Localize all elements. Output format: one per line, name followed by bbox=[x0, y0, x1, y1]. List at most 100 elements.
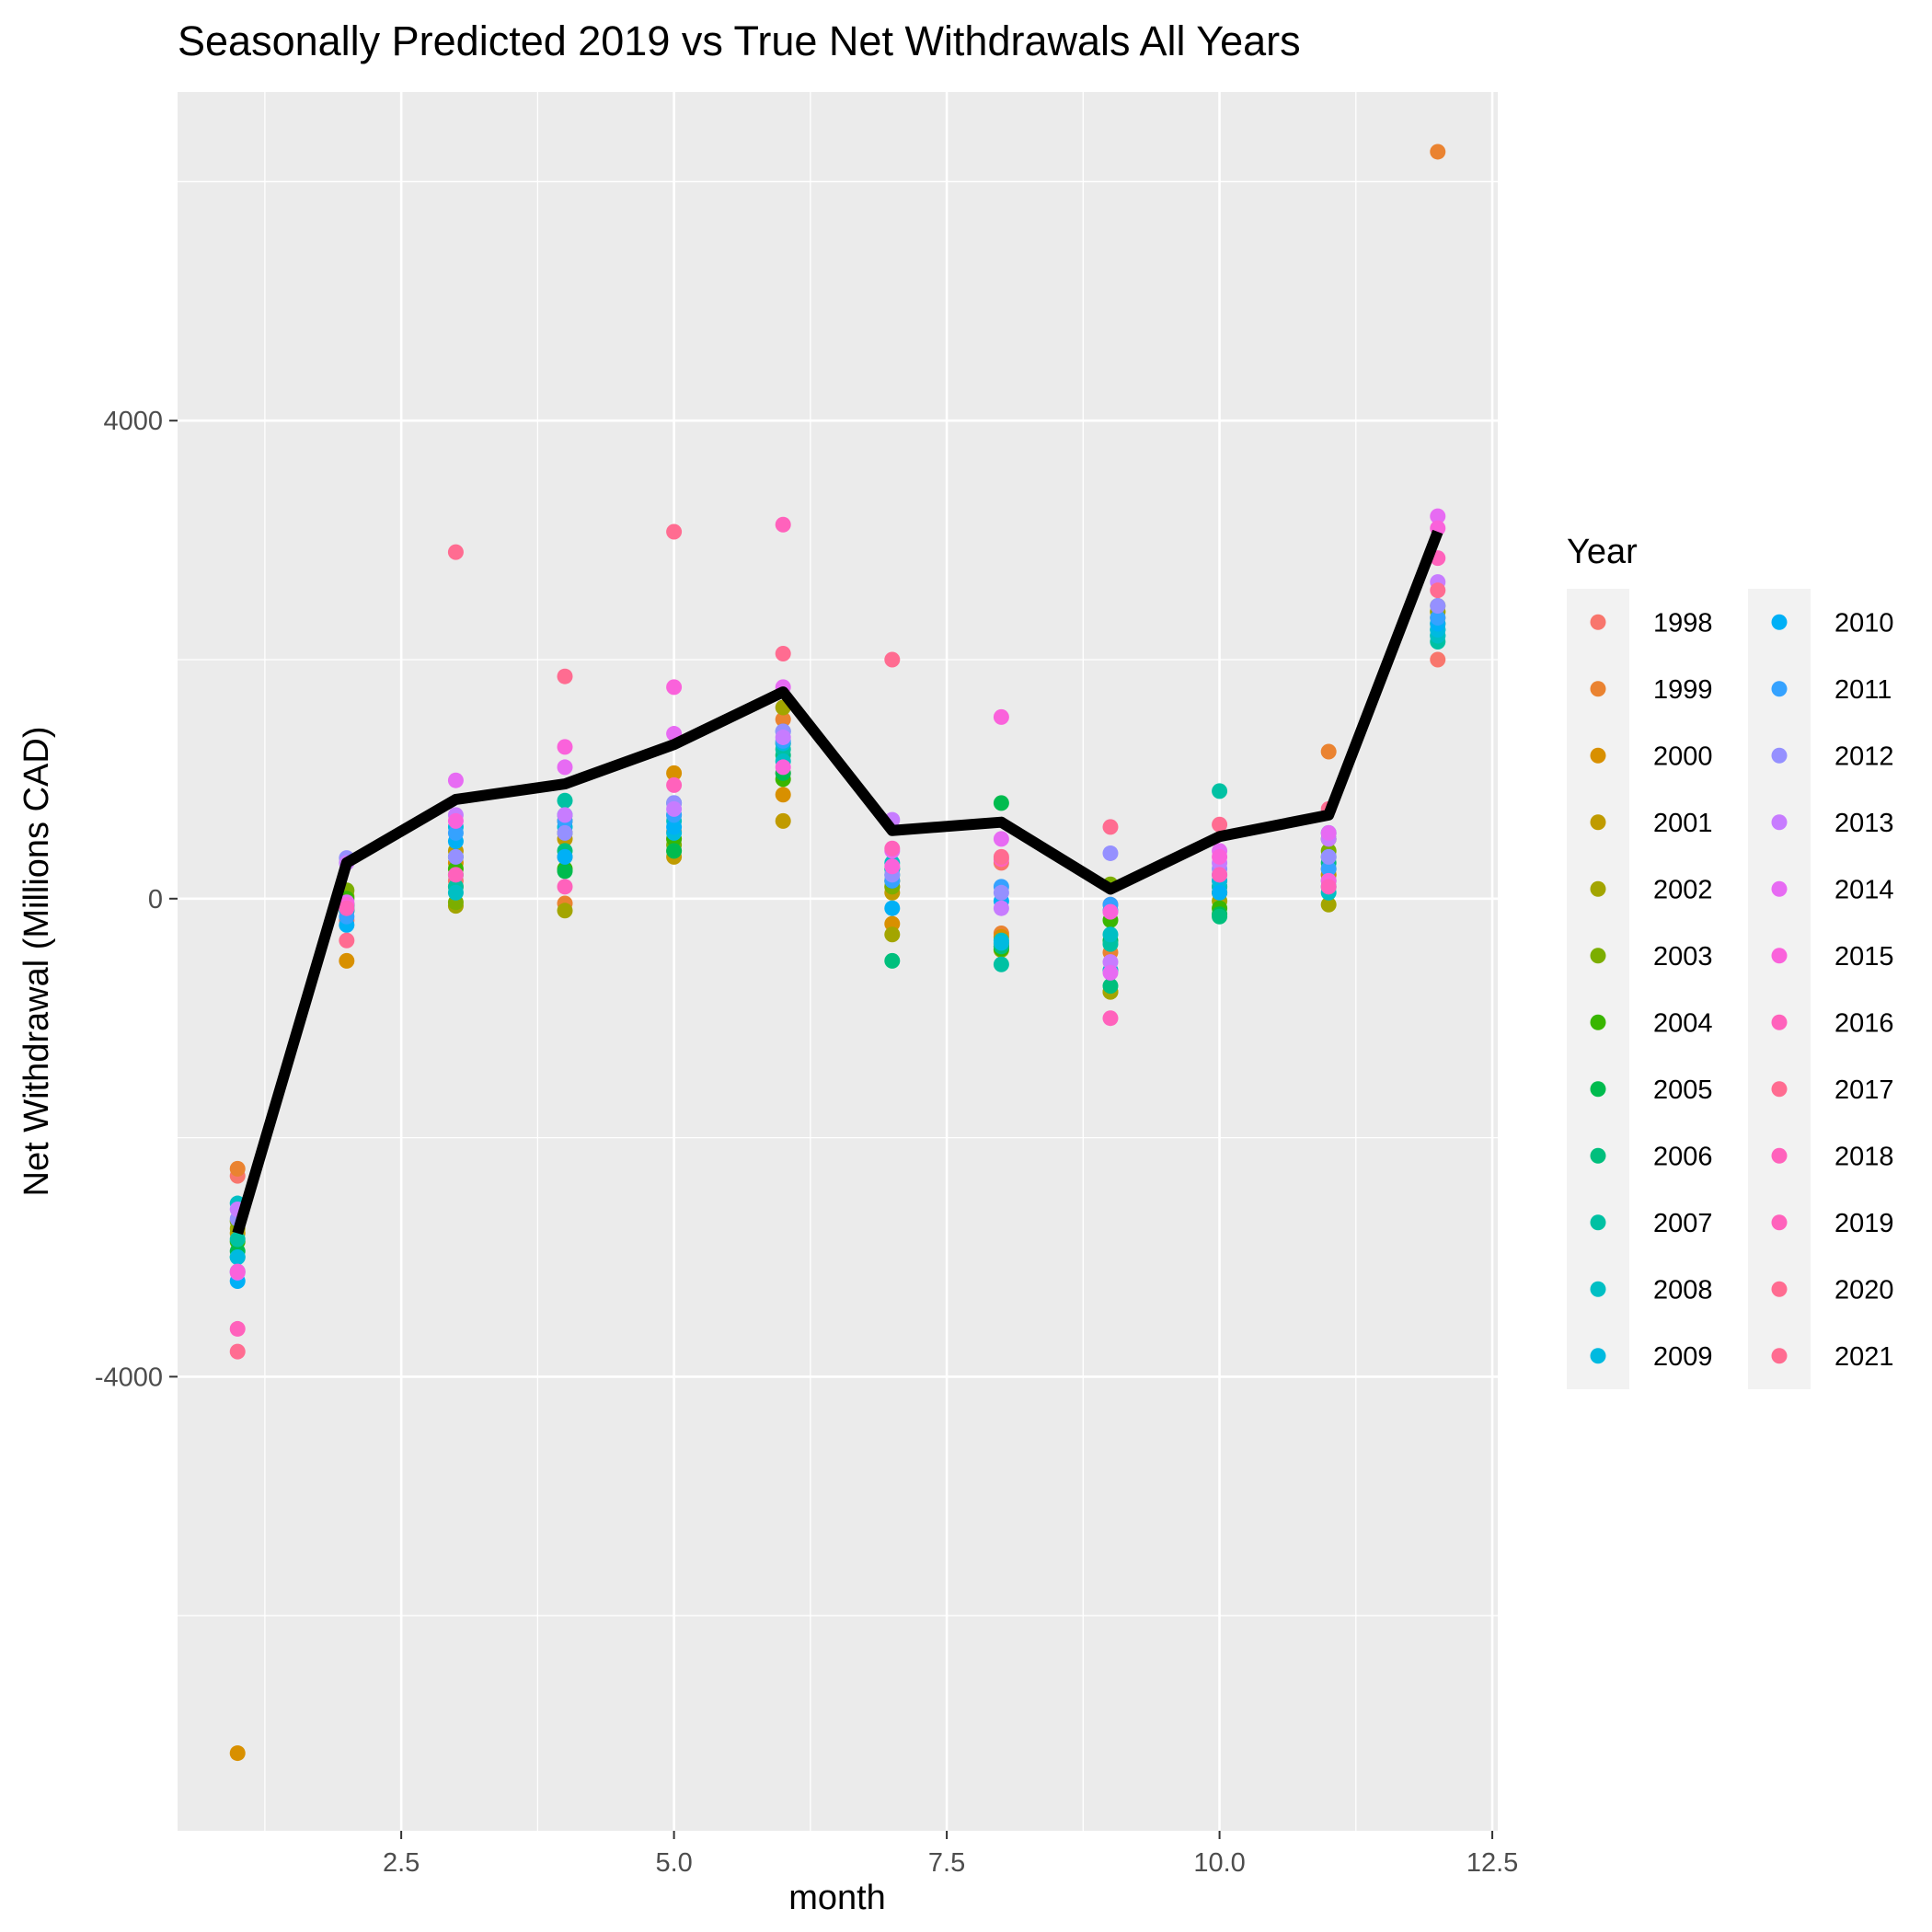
legend-key bbox=[1590, 1348, 1606, 1364]
x-axis-title: month bbox=[788, 1879, 886, 1917]
data-point bbox=[775, 646, 791, 662]
data-point bbox=[229, 1231, 246, 1248]
y-tick-label: 4000 bbox=[103, 407, 163, 436]
legend-key bbox=[1771, 948, 1788, 964]
grid-major bbox=[178, 92, 1498, 1831]
data-point bbox=[1102, 926, 1119, 943]
legend-label: 2010 bbox=[1834, 608, 1894, 638]
data-point bbox=[775, 759, 791, 776]
legend-label: 2006 bbox=[1653, 1142, 1713, 1171]
legend-key bbox=[1590, 747, 1606, 764]
data-point bbox=[775, 711, 791, 728]
x-tick-label: 12.5 bbox=[1466, 1848, 1518, 1878]
data-point bbox=[229, 1320, 246, 1337]
legend-key bbox=[1771, 614, 1788, 630]
data-point bbox=[229, 1745, 246, 1762]
data-point bbox=[1320, 896, 1337, 913]
data-point bbox=[557, 903, 573, 919]
data-point bbox=[1320, 860, 1337, 877]
legend-label: 2008 bbox=[1653, 1275, 1713, 1305]
data-point bbox=[557, 668, 573, 684]
legend-key bbox=[1771, 1147, 1788, 1164]
data-point bbox=[1430, 144, 1446, 160]
data-point bbox=[775, 516, 791, 533]
legend-label: 2002 bbox=[1653, 875, 1713, 904]
data-point bbox=[557, 824, 573, 841]
legend-key bbox=[1590, 1214, 1606, 1231]
legend-key bbox=[1771, 880, 1788, 897]
legend-label: 2005 bbox=[1653, 1075, 1713, 1105]
data-point bbox=[1212, 848, 1228, 865]
data-point bbox=[1430, 508, 1446, 524]
data-point bbox=[993, 900, 1009, 916]
legend-title: Year bbox=[1567, 533, 1638, 571]
data-point bbox=[993, 831, 1009, 847]
data-point bbox=[1212, 783, 1228, 799]
data-point bbox=[666, 819, 683, 835]
data-point bbox=[557, 848, 573, 865]
data-point bbox=[666, 679, 683, 696]
x-tick-label: 10.0 bbox=[1193, 1848, 1245, 1878]
legend-key bbox=[1771, 747, 1788, 764]
legend-label: 2000 bbox=[1653, 742, 1713, 771]
data-point bbox=[1102, 903, 1119, 920]
legend-label: 2015 bbox=[1834, 942, 1894, 972]
legend-key bbox=[1771, 814, 1788, 831]
legend-label: 2007 bbox=[1653, 1209, 1713, 1238]
legend-key bbox=[1590, 681, 1606, 697]
data-point bbox=[993, 884, 1009, 901]
legend-key bbox=[1771, 1281, 1788, 1297]
legend-key bbox=[1590, 948, 1606, 964]
data-point bbox=[447, 812, 464, 829]
data-point bbox=[1102, 964, 1119, 981]
data-point bbox=[884, 900, 901, 916]
data-point bbox=[1430, 610, 1446, 627]
legend-label: 2020 bbox=[1834, 1275, 1894, 1305]
data-point bbox=[884, 840, 901, 857]
data-point bbox=[884, 915, 901, 932]
data-point bbox=[1430, 651, 1446, 668]
data-point bbox=[447, 884, 464, 901]
data-point bbox=[993, 935, 1009, 951]
legend-key bbox=[1771, 1014, 1788, 1030]
data-point bbox=[666, 523, 683, 540]
data-point bbox=[884, 858, 901, 875]
data-point bbox=[339, 932, 355, 949]
x-tick-label: 2.5 bbox=[383, 1848, 420, 1878]
data-point bbox=[447, 867, 464, 883]
data-point bbox=[1212, 884, 1228, 901]
data-point bbox=[229, 1248, 246, 1265]
chart-title: Seasonally Predicted 2019 vs True Net Wi… bbox=[178, 17, 1301, 64]
data-point bbox=[1212, 816, 1228, 833]
data-point bbox=[666, 776, 683, 793]
legend-label: 1999 bbox=[1653, 675, 1713, 705]
legend-label: 2003 bbox=[1653, 942, 1713, 972]
data-point bbox=[1102, 819, 1119, 835]
data-point bbox=[993, 708, 1009, 725]
legend-key-background bbox=[1567, 589, 1629, 1389]
data-point bbox=[1212, 867, 1228, 883]
legend-label: 2017 bbox=[1834, 1075, 1894, 1105]
legend-label: 2004 bbox=[1653, 1008, 1713, 1038]
data-point bbox=[884, 952, 901, 969]
data-point bbox=[1320, 879, 1337, 895]
data-point bbox=[1102, 1010, 1119, 1027]
data-point bbox=[993, 848, 1009, 865]
legend-key bbox=[1771, 1214, 1788, 1231]
legend-label: 2014 bbox=[1834, 875, 1894, 904]
data-point bbox=[447, 824, 464, 841]
data-point bbox=[666, 765, 683, 781]
data-point bbox=[229, 1343, 246, 1360]
y-axis-title: Net Withdrawal (Millions CAD) bbox=[17, 727, 56, 1197]
data-point bbox=[1102, 845, 1119, 861]
legend-label: 2011 bbox=[1834, 675, 1892, 705]
legend-key bbox=[1590, 614, 1606, 630]
data-point bbox=[884, 926, 901, 943]
legend-key bbox=[1771, 1081, 1788, 1098]
legend-label: 2012 bbox=[1834, 742, 1894, 771]
data-point bbox=[775, 729, 791, 745]
predicted-line bbox=[232, 529, 1443, 1236]
legend-key bbox=[1590, 1014, 1606, 1030]
y-axis: -4000 0 4000 bbox=[95, 407, 178, 1392]
